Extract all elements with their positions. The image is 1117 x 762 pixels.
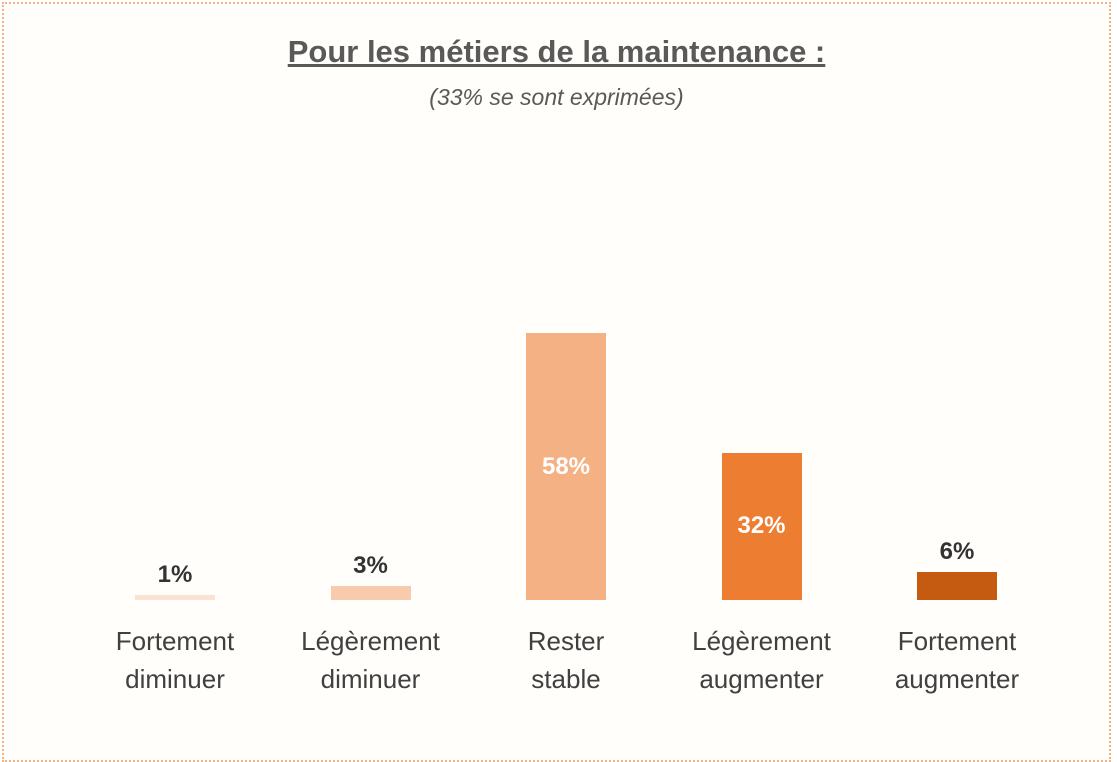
data-label: 6% — [939, 538, 975, 566]
data-label: 3% — [353, 552, 388, 580]
x-tick-label: Fortement augmenter — [894, 626, 1020, 694]
chart-title: Pour les métiers de la maintenance : — [287, 34, 826, 69]
x-tick-label: Légèrement augmenter — [692, 626, 831, 694]
x-tick-label: Rester stable — [527, 626, 605, 694]
x-tick-label: Légèrement diminuer — [301, 626, 440, 694]
bar — [135, 595, 215, 600]
bar — [526, 333, 606, 600]
data-label: 32% — [737, 512, 786, 540]
bar — [330, 586, 411, 600]
chart-subtitle: (33% se sont exprimées) — [429, 84, 684, 110]
data-label: 58% — [541, 452, 591, 480]
data-label: 1% — [157, 561, 193, 589]
x-tick-label: Fortement diminuer — [115, 626, 235, 694]
bar — [721, 452, 802, 600]
bar — [917, 572, 997, 600]
